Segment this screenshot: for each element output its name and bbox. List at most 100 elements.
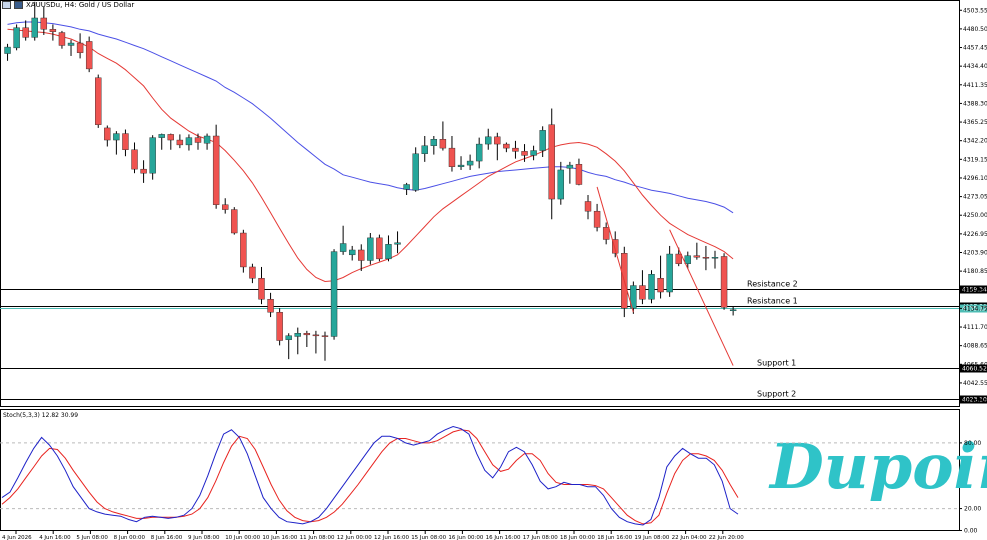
- candle-body[interactable]: [466, 160, 474, 166]
- candle-body[interactable]: [612, 239, 619, 254]
- candle-body[interactable]: [494, 136, 501, 145]
- candle-body[interactable]: [575, 164, 583, 185]
- candle-body[interactable]: [131, 149, 138, 170]
- time-axis: 4 Jun 2026 4 Jun 16:00 5 Jun 08:00 8 Jun 00…: [2, 531, 744, 540]
- candle-body[interactable]: [530, 150, 537, 156]
- candle-body[interactable]: [104, 127, 111, 141]
- candle-body[interactable]: [4, 46, 11, 54]
- candle-body[interactable]: [194, 137, 202, 143]
- candle-body[interactable]: [557, 169, 565, 200]
- candle-body[interactable]: [566, 164, 574, 169]
- candle-body[interactable]: [258, 278, 265, 300]
- stoch-tick-label: 20.00: [964, 506, 981, 513]
- candle-body[interactable]: [13, 27, 20, 49]
- candle-body[interactable]: [702, 257, 710, 259]
- candle-body[interactable]: [711, 257, 719, 259]
- candle-body[interactable]: [321, 335, 329, 337]
- candle-body[interactable]: [40, 17, 48, 30]
- candle-body[interactable]: [330, 251, 338, 337]
- candle-body[interactable]: [31, 17, 38, 38]
- candle-body[interactable]: [475, 143, 483, 162]
- stoch-tick-label: 80.00: [964, 440, 981, 447]
- candle-body[interactable]: [693, 255, 701, 258]
- candle-body[interactable]: [339, 243, 347, 252]
- candle-body[interactable]: [421, 145, 428, 154]
- candle-body[interactable]: [76, 42, 84, 53]
- candle-body[interactable]: [503, 143, 510, 149]
- candle-body[interactable]: [95, 77, 102, 125]
- candle-body[interactable]: [448, 147, 456, 167]
- ma-slow-line: [7, 21, 734, 214]
- candle-body[interactable]: [639, 285, 646, 300]
- candle-body[interactable]: [303, 333, 311, 336]
- candle-body[interactable]: [167, 134, 174, 141]
- candle-body[interactable]: [512, 147, 519, 152]
- candle-body[interactable]: [140, 168, 147, 174]
- candle-body[interactable]: [49, 29, 57, 32]
- candle-body[interactable]: [602, 227, 610, 240]
- candle-body[interactable]: [212, 135, 220, 205]
- candle-body[interactable]: [729, 309, 737, 312]
- stoch-main-line: [1, 425, 739, 526]
- candle-body[interactable]: [231, 209, 238, 234]
- candle-body[interactable]: [403, 184, 410, 190]
- candle-body[interactable]: [485, 136, 492, 145]
- time-tick-label: 18 Jun 00:00: [560, 535, 595, 540]
- candle-body[interactable]: [439, 139, 447, 149]
- price-tick-label: 4503.55: [963, 7, 987, 14]
- candle-body[interactable]: [176, 139, 184, 146]
- candle-body[interactable]: [267, 299, 274, 313]
- candle-body[interactable]: [675, 253, 682, 264]
- candle-body[interactable]: [630, 285, 637, 309]
- candle-body[interactable]: [648, 274, 655, 300]
- candle-body[interactable]: [412, 153, 419, 191]
- trend-line[interactable]: [596, 186, 634, 313]
- price-tick-label: 4434.40: [963, 63, 987, 70]
- trend-line[interactable]: [669, 229, 734, 366]
- candle-body[interactable]: [684, 255, 691, 264]
- candle-body[interactable]: [122, 133, 129, 150]
- trend-lines[interactable]: [596, 186, 734, 366]
- candle-body[interactable]: [249, 266, 256, 279]
- candle-body[interactable]: [385, 244, 392, 260]
- candle-body[interactable]: [158, 134, 165, 138]
- candle-body[interactable]: [58, 32, 66, 46]
- candle-body[interactable]: [348, 249, 356, 256]
- level-price-label: 4159.34: [962, 287, 987, 294]
- level-price-tag: [960, 285, 987, 294]
- candle-body[interactable]: [720, 256, 728, 308]
- candle-body[interactable]: [521, 151, 528, 156]
- candle-body[interactable]: [222, 204, 229, 210]
- candle-body[interactable]: [67, 42, 75, 46]
- current-price-tag: [960, 304, 987, 313]
- candle-body[interactable]: [394, 242, 401, 245]
- candle-body[interactable]: [430, 139, 438, 146]
- candle-body[interactable]: [312, 334, 320, 337]
- candle-body[interactable]: [203, 135, 211, 144]
- candle-body[interactable]: [376, 237, 383, 260]
- level-label: Support 1: [757, 359, 796, 368]
- candle-body[interactable]: [457, 164, 465, 167]
- candle-body[interactable]: [240, 232, 247, 268]
- candle-body[interactable]: [548, 124, 555, 200]
- candle-body[interactable]: [285, 335, 292, 340]
- candle-body[interactable]: [539, 130, 546, 151]
- candle-body[interactable]: [584, 201, 592, 212]
- candle-body[interactable]: [657, 278, 664, 293]
- price-tick-label: 4388.30: [963, 100, 987, 107]
- chart-title-bar: XAUUSDu, H4: Gold / US Dollar: [2, 1, 134, 9]
- candle-body[interactable]: [276, 312, 283, 341]
- candle-body[interactable]: [85, 41, 93, 70]
- candle-body[interactable]: [593, 210, 601, 228]
- candle-body[interactable]: [358, 249, 365, 261]
- candle-body[interactable]: [367, 237, 374, 261]
- price-tick-label: 4065.60: [963, 361, 987, 368]
- candle-body[interactable]: [149, 137, 156, 174]
- candle-body[interactable]: [185, 137, 193, 146]
- candle-body[interactable]: [113, 133, 120, 141]
- candle-body[interactable]: [294, 333, 301, 337]
- candle-body[interactable]: [666, 253, 673, 293]
- candle-body[interactable]: [22, 27, 29, 38]
